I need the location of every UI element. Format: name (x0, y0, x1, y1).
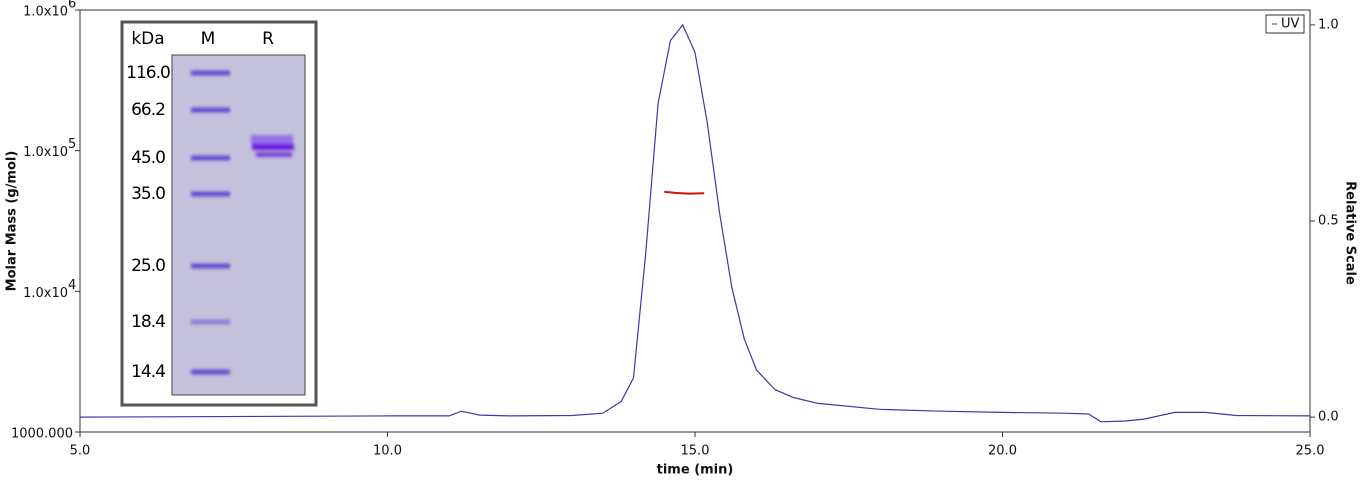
gel-header: kDa (131, 29, 164, 49)
marker-band (191, 263, 230, 269)
x-tick-label: 20.0 (988, 444, 1017, 459)
marker-label: 14.4 (131, 362, 165, 382)
x-tick-label: 5.0 (70, 444, 91, 459)
y-tick-label: 1000.000 (11, 427, 73, 442)
marker-label: 18.4 (131, 312, 165, 332)
uv-line (79, 23, 1311, 423)
sample-band (252, 144, 294, 150)
marker-band (191, 155, 230, 161)
molar-mass-line (664, 190, 705, 195)
y-tick-exponent: 5 (68, 137, 76, 152)
marker-label: 66.2 (131, 100, 165, 120)
sample-band (256, 152, 292, 157)
legend-label: UV (1281, 17, 1300, 32)
marker-label: 25.0 (131, 256, 165, 276)
legend-box (1265, 14, 1305, 34)
gel-inset: kDa M R 116.0 66.2 45.0 35.0 25.0 18.4 14.4 (120, 20, 318, 407)
gel-image (171, 54, 306, 396)
marker-band (191, 107, 230, 113)
y-tick-label: 1.0x10 (23, 145, 68, 160)
marker-label: 35.0 (131, 184, 165, 204)
gel-header: M (201, 29, 216, 49)
x-tick-label: 15.0 (681, 444, 710, 459)
marker-label: 116.0 (126, 63, 170, 83)
y2-tick-label: 0.5 (1318, 214, 1339, 229)
y2-tick-label: 1.0 (1318, 17, 1339, 32)
marker-band (191, 369, 230, 375)
y-tick-exponent: 4 (68, 278, 76, 293)
marker-band (191, 191, 230, 197)
gel-header: R (262, 29, 274, 49)
y2-axis-label: Relative Scale (1343, 181, 1358, 285)
marker-band (191, 319, 230, 325)
y-tick-label: 1.0x10 (23, 5, 68, 20)
y-tick-exponent: 6 (68, 0, 76, 12)
sample-band (251, 135, 293, 145)
marker-band (191, 70, 230, 76)
x-tick-label: 25.0 (1296, 444, 1325, 459)
marker-label: 45.0 (131, 148, 165, 168)
y-axis-label: Molar Mass (g/mol) (5, 151, 20, 292)
y2-tick-label: 0.0 (1318, 410, 1339, 425)
x-tick-label: 10.0 (373, 444, 402, 459)
x-axis-label: time (min) (657, 463, 734, 478)
y-tick-label: 1.0x10 (23, 286, 68, 301)
